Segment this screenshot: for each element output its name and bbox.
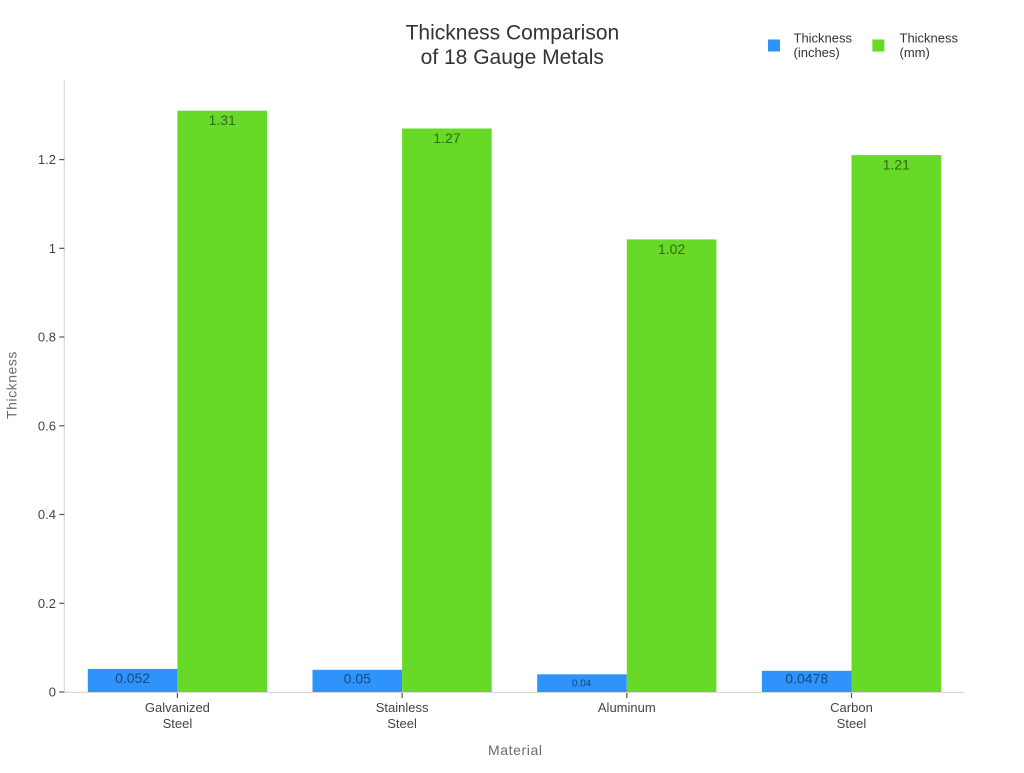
svg-text:Thickness: Thickness: [794, 30, 853, 45]
svg-text:Aluminum: Aluminum: [598, 700, 656, 715]
svg-text:0.6: 0.6: [38, 418, 56, 433]
svg-text:0: 0: [49, 685, 56, 700]
svg-text:1.02: 1.02: [658, 241, 685, 257]
svg-text:Material: Material: [488, 742, 543, 758]
svg-text:Thickness: Thickness: [4, 351, 20, 419]
svg-text:Carbon: Carbon: [830, 700, 873, 715]
svg-text:Stainless: Stainless: [376, 700, 429, 715]
svg-text:1.21: 1.21: [883, 157, 910, 173]
svg-text:0.8: 0.8: [38, 330, 56, 345]
svg-text:Steel: Steel: [837, 716, 867, 731]
svg-text:1: 1: [49, 241, 56, 256]
svg-text:0.2: 0.2: [38, 596, 56, 611]
svg-text:0.05: 0.05: [344, 670, 371, 686]
svg-text:Galvanized: Galvanized: [145, 700, 210, 715]
svg-text:(mm): (mm): [900, 45, 930, 60]
svg-text:Thickness Comparison: Thickness Comparison: [406, 22, 620, 45]
svg-text:0.04: 0.04: [572, 678, 592, 689]
svg-text:Steel: Steel: [163, 716, 193, 731]
svg-text:0.052: 0.052: [115, 670, 150, 686]
svg-text:0.0478: 0.0478: [785, 671, 828, 687]
svg-text:Thickness: Thickness: [900, 30, 959, 45]
svg-text:1.27: 1.27: [433, 130, 460, 146]
svg-text:0.4: 0.4: [38, 507, 56, 522]
svg-text:(inches): (inches): [794, 45, 840, 60]
svg-text:1.2: 1.2: [38, 152, 56, 167]
svg-text:of 18 Gauge Metals: of 18 Gauge Metals: [421, 46, 604, 69]
svg-text:1.31: 1.31: [209, 112, 236, 128]
svg-text:Steel: Steel: [387, 716, 417, 731]
